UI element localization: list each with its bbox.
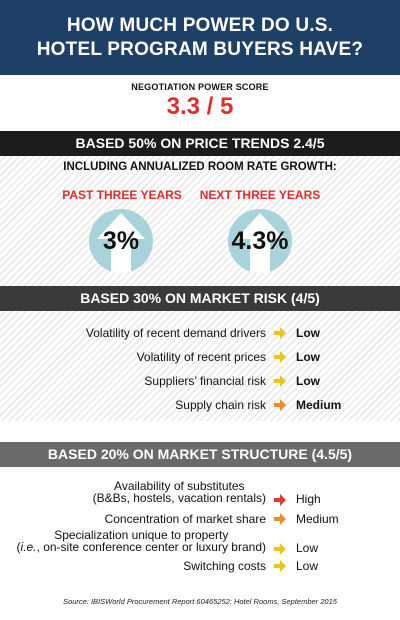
room-rate-growth-subheading: INCLUDING ANNUALIZED ROOM RATE GROWTH: <box>63 161 337 173</box>
score-value: 3.3 / 5 <box>166 93 234 120</box>
title-banner: HOW MUCH POWER DO U.S. HOTEL PROGRAM BUY… <box>0 0 400 75</box>
price-trends-panel <box>0 156 400 286</box>
row-label: Specialization unique to property (i.e.,… <box>17 529 266 553</box>
risk-row-demand-volatility: Volatility of recent demand drivers Low <box>0 326 400 346</box>
row-value: Medium <box>296 398 342 412</box>
next-three-years-label: NEXT THREE YEARS <box>199 188 321 202</box>
right-arrow-icon <box>274 327 286 339</box>
up-arrow-icon <box>97 213 145 273</box>
row-label-line-2: (B&Bs, hostels, vacation rentals) <box>92 491 266 505</box>
row-label: Suppliers’ financial risk <box>144 374 266 388</box>
next-growth-value: 4.3% <box>231 227 289 255</box>
row-value: Low <box>296 350 320 364</box>
right-arrow-icon <box>274 560 286 572</box>
row-label-line-2: (i.e., on-site conference center or luxu… <box>16 540 266 554</box>
section-price-trends-heading: BASED 50% ON PRICE TRENDS 2.4/5 <box>0 131 400 156</box>
next-growth-badge: 4.3% <box>228 209 292 273</box>
row-label-line-1: Availability of substitutes <box>114 479 245 493</box>
up-arrow-icon <box>236 213 284 273</box>
past-growth-value: 3% <box>102 227 140 255</box>
row-label: Volatility of recent prices <box>136 350 266 364</box>
row-label: Switching costs <box>183 559 266 573</box>
right-arrow-icon <box>274 543 286 555</box>
right-arrow-icon <box>274 494 286 506</box>
structure-row-concentration: Concentration of market share Medium <box>0 512 400 532</box>
row-label: Concentration of market share <box>104 512 266 526</box>
right-arrow-icon <box>274 375 286 387</box>
row-value: Low <box>296 326 320 340</box>
row-value: Low <box>296 374 320 388</box>
section-market-structure-heading: BASED 20% ON MARKET STRUCTURE (4.5/5) <box>0 442 400 467</box>
row-value: Low <box>296 541 319 555</box>
market-risk-panel <box>0 311 400 421</box>
source-citation: Source: IBISWorld Procurement Report 604… <box>63 597 337 606</box>
right-arrow-icon <box>274 351 286 363</box>
structure-row-switching-costs: Switching costs Low <box>0 559 400 579</box>
risk-row-supplier-financial: Suppliers’ financial risk Low <box>0 374 400 394</box>
right-arrow-icon <box>274 513 286 525</box>
row-label-line-1: Specialization unique to property <box>54 528 229 542</box>
past-three-years-label: PAST THREE YEARS <box>62 188 182 202</box>
row-label: Volatility of recent demand drivers <box>85 326 266 340</box>
row-value: Medium <box>296 512 339 526</box>
row-value: Low <box>296 559 319 573</box>
structure-row-substitutes: Availability of substitutes (B&Bs, hoste… <box>0 480 400 506</box>
past-growth-badge: 3% <box>89 209 153 273</box>
title-line-2: HOTEL PROGRAM BUYERS HAVE? <box>36 39 364 60</box>
section-market-risk-heading: BASED 30% ON MARKET RISK (4/5) <box>0 286 400 311</box>
title-line-1: HOW MUCH POWER DO U.S. <box>66 15 334 36</box>
structure-row-specialization: Specialization unique to property (i.e.,… <box>0 529 400 555</box>
row-value: High <box>296 492 321 506</box>
row-label: Supply chain risk <box>175 398 266 412</box>
score-label: NEGOTIATION POWER SCORE <box>131 82 269 92</box>
row-label: Availability of substitutes (B&Bs, hoste… <box>93 480 266 504</box>
risk-row-price-volatility: Volatility of recent prices Low <box>0 350 400 370</box>
risk-row-supply-chain: Supply chain risk Medium <box>0 398 400 418</box>
row-label-italic: i.e. <box>20 540 37 554</box>
row-label-rest: , on-site conference center or luxury br… <box>36 540 266 554</box>
right-arrow-icon <box>274 399 286 411</box>
